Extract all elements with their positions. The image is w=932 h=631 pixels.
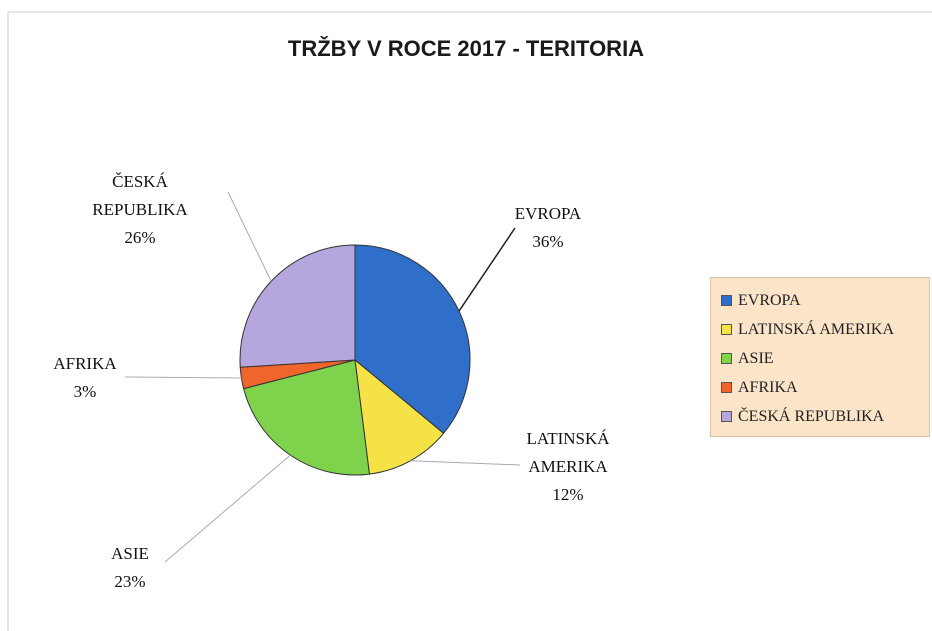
legend-swatch bbox=[721, 411, 732, 422]
data-label: ASIE 23% bbox=[55, 540, 205, 596]
legend-swatch bbox=[721, 324, 732, 335]
data-label-name: LATINSKÁ AMERIKA bbox=[526, 429, 610, 476]
legend-item: ASIE bbox=[721, 344, 929, 373]
legend-label: AFRIKA bbox=[738, 378, 798, 396]
leader-line bbox=[124, 376, 242, 379]
legend-item: AFRIKA bbox=[721, 373, 929, 402]
data-label: ČESKÁ REPUBLIKA 26% bbox=[65, 168, 215, 252]
leader-line bbox=[458, 227, 516, 312]
legend-item: LATINSKÁ AMERIKA bbox=[721, 315, 929, 344]
legend-swatch bbox=[721, 382, 732, 393]
data-label-value: 26% bbox=[124, 228, 156, 247]
chart-frame bbox=[7, 11, 932, 631]
data-label: AFRIKA 3% bbox=[10, 350, 160, 406]
pie-slice bbox=[243, 359, 370, 476]
legend-label: ČESKÁ REPUBLIKA bbox=[738, 407, 885, 425]
data-label: EVROPA 36% bbox=[473, 200, 623, 256]
data-label: LATINSKÁ AMERIKA 12% bbox=[493, 425, 643, 509]
pie-slice bbox=[354, 358, 445, 475]
pie-slice bbox=[239, 244, 356, 368]
data-label-name: AFRIKA bbox=[53, 354, 117, 373]
legend-item: EVROPA bbox=[721, 286, 929, 315]
legend-swatch bbox=[721, 353, 732, 364]
data-label-value: 36% bbox=[532, 232, 564, 251]
legend-swatch bbox=[721, 295, 732, 306]
data-label-name: EVROPA bbox=[514, 204, 582, 223]
legend-label: LATINSKÁ AMERIKA bbox=[738, 320, 894, 338]
leader-line bbox=[164, 454, 291, 563]
legend: EVROPA LATINSKÁ AMERIKA ASIE AFRIKA ČESKÁ RE… bbox=[710, 277, 930, 437]
legend-label: EVROPA bbox=[738, 291, 801, 309]
data-label-value: 3% bbox=[73, 382, 97, 401]
chart-title: TRŽBY V ROCE 2017 - TERITORIA bbox=[287, 36, 645, 61]
data-label-value: 23% bbox=[114, 572, 146, 591]
legend-item: ČESKÁ REPUBLIKA bbox=[721, 402, 929, 431]
data-label-value: 12% bbox=[552, 485, 584, 504]
legend-label: ASIE bbox=[738, 349, 774, 367]
leader-line bbox=[410, 460, 521, 466]
data-label-name: ASIE bbox=[111, 544, 149, 563]
leader-line bbox=[227, 191, 272, 282]
data-label-name: ČESKÁ REPUBLIKA bbox=[92, 172, 188, 219]
